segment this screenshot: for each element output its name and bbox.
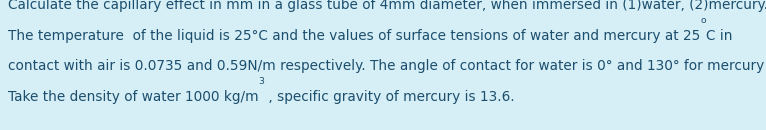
Text: o: o: [700, 16, 705, 25]
Text: Take the density of water 1000 kg/m: Take the density of water 1000 kg/m: [8, 90, 258, 104]
Text: The temperature  of the liquid is 25°C and the values of surface tensions of wat: The temperature of the liquid is 25°C an…: [8, 29, 700, 43]
Text: Calculate the capillary effect in mm in a glass tube of 4mm diameter, when immer: Calculate the capillary effect in mm in …: [8, 0, 766, 12]
Text: C in: C in: [705, 29, 732, 43]
Text: 3: 3: [258, 77, 264, 86]
Text: , specific gravity of mercury is 13.6.: , specific gravity of mercury is 13.6.: [264, 90, 515, 104]
Text: contact with air is 0.0735 and 0.59N/m respectively. The angle of contact for wa: contact with air is 0.0735 and 0.59N/m r…: [8, 59, 766, 73]
